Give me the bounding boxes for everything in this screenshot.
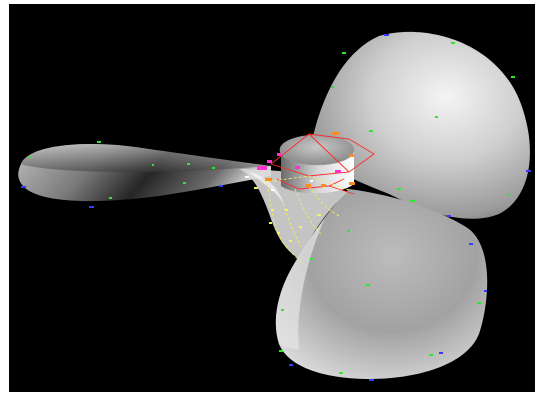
propeller-hub[interactable] — [279, 134, 355, 194]
yellow-section-curves — [263, 175, 350, 265]
left-blade[interactable] — [18, 144, 271, 202]
green-markers — [29, 42, 515, 374]
3d-viewport[interactable] — [9, 4, 535, 392]
lower-right-blade[interactable] — [275, 189, 488, 379]
yellow-markers — [254, 187, 321, 242]
orange-markers — [265, 132, 355, 187]
propeller-scene[interactable] — [9, 4, 535, 392]
upper-right-blade[interactable] — [309, 31, 530, 219]
magenta-markers — [257, 153, 341, 173]
white-markers — [245, 176, 313, 191]
blue-markers — [21, 34, 531, 381]
